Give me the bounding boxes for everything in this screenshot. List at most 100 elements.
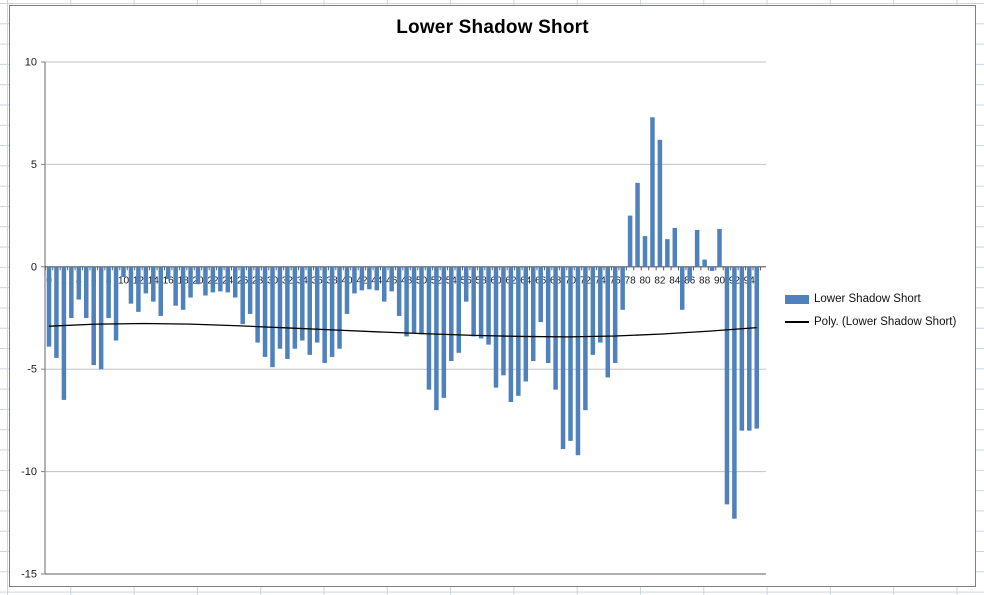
bar[interactable] (218, 266, 223, 292)
bar[interactable] (106, 266, 111, 318)
bar[interactable] (441, 266, 447, 398)
bar[interactable] (247, 266, 253, 314)
bar[interactable] (151, 266, 156, 302)
bar[interactable] (121, 266, 126, 278)
bar[interactable] (575, 266, 581, 456)
bar[interactable] (307, 266, 313, 355)
bar[interactable] (225, 266, 231, 293)
bar[interactable] (508, 266, 514, 402)
bar[interactable] (173, 266, 178, 306)
bar[interactable] (598, 266, 603, 343)
bar[interactable] (382, 266, 387, 302)
bar[interactable] (463, 266, 469, 302)
bar[interactable] (620, 266, 625, 310)
bar[interactable] (553, 266, 558, 390)
bar[interactable] (739, 266, 745, 431)
legend-item-series[interactable]: Lower Shadow Short (785, 293, 980, 305)
bar[interactable] (456, 266, 462, 353)
bar[interactable] (195, 266, 201, 285)
bar[interactable] (434, 266, 439, 411)
bar[interactable] (605, 266, 611, 378)
bar[interactable] (54, 266, 59, 358)
bar[interactable] (180, 266, 186, 310)
bar[interactable] (337, 266, 342, 349)
bar[interactable] (568, 266, 573, 441)
bar[interactable] (76, 266, 82, 300)
bar[interactable] (650, 117, 655, 267)
bar[interactable] (724, 266, 730, 505)
bar[interactable] (732, 266, 737, 519)
bar[interactable] (143, 266, 149, 294)
bar[interactable] (709, 266, 715, 271)
bar[interactable] (747, 266, 752, 431)
bar[interactable] (203, 266, 208, 296)
bar[interactable] (98, 266, 104, 370)
bar[interactable] (84, 266, 89, 318)
bar[interactable] (136, 266, 141, 312)
bar[interactable] (262, 266, 268, 357)
bar[interactable] (560, 266, 566, 450)
bar[interactable] (419, 266, 424, 335)
bar[interactable] (583, 266, 588, 411)
bar[interactable] (240, 266, 245, 325)
bar[interactable] (277, 266, 283, 349)
bar[interactable] (717, 228, 722, 267)
trendline[interactable] (48, 322, 757, 338)
bar[interactable] (113, 266, 119, 341)
chart-area[interactable] (9, 5, 976, 587)
bar[interactable] (292, 266, 298, 349)
bar[interactable] (46, 266, 52, 347)
bar[interactable] (61, 266, 67, 400)
chart-title[interactable]: Lower Shadow Short (396, 17, 589, 38)
bar[interactable] (702, 259, 707, 267)
bar[interactable] (314, 266, 320, 343)
bar[interactable] (694, 229, 700, 267)
bar[interactable] (516, 266, 521, 396)
bar[interactable] (665, 239, 670, 267)
bar[interactable] (590, 266, 596, 355)
bar[interactable] (233, 266, 238, 298)
bar[interactable] (344, 266, 350, 314)
bar[interactable] (657, 139, 663, 267)
bar[interactable] (270, 266, 275, 368)
bar[interactable] (300, 266, 305, 341)
bar[interactable] (531, 266, 536, 362)
bar[interactable] (523, 266, 529, 382)
bar[interactable] (612, 266, 618, 364)
bar[interactable] (478, 266, 484, 339)
bar[interactable] (367, 266, 372, 290)
bar[interactable] (374, 266, 380, 291)
bar[interactable] (486, 266, 491, 345)
bar[interactable] (165, 266, 171, 280)
bar[interactable] (754, 266, 760, 429)
bar[interactable] (210, 266, 216, 293)
bar[interactable] (404, 266, 409, 337)
bar[interactable] (449, 266, 454, 362)
bar[interactable] (128, 266, 134, 304)
bar[interactable] (635, 182, 640, 267)
bar[interactable] (69, 266, 74, 318)
bar[interactable] (158, 266, 164, 316)
bar[interactable] (91, 266, 96, 366)
bar[interactable] (396, 266, 402, 316)
bar[interactable] (672, 227, 678, 267)
bar[interactable] (627, 215, 633, 267)
bar[interactable] (359, 266, 365, 291)
bar[interactable] (352, 266, 357, 294)
bar[interactable] (642, 236, 648, 267)
bar[interactable] (188, 266, 193, 298)
bar[interactable] (680, 266, 685, 310)
bar[interactable] (687, 266, 692, 282)
bar[interactable] (329, 266, 335, 357)
bar[interactable] (285, 266, 290, 359)
bar[interactable] (471, 266, 476, 337)
bar[interactable] (426, 266, 432, 390)
bar[interactable] (501, 266, 506, 376)
bar[interactable] (493, 266, 499, 388)
bar[interactable] (545, 266, 551, 364)
bar[interactable] (322, 266, 327, 364)
bar[interactable] (411, 266, 417, 334)
legend-item-trendline[interactable]: Poly. (Lower Shadow Short) (785, 316, 980, 328)
bar[interactable] (538, 266, 543, 323)
bar[interactable] (255, 266, 260, 343)
